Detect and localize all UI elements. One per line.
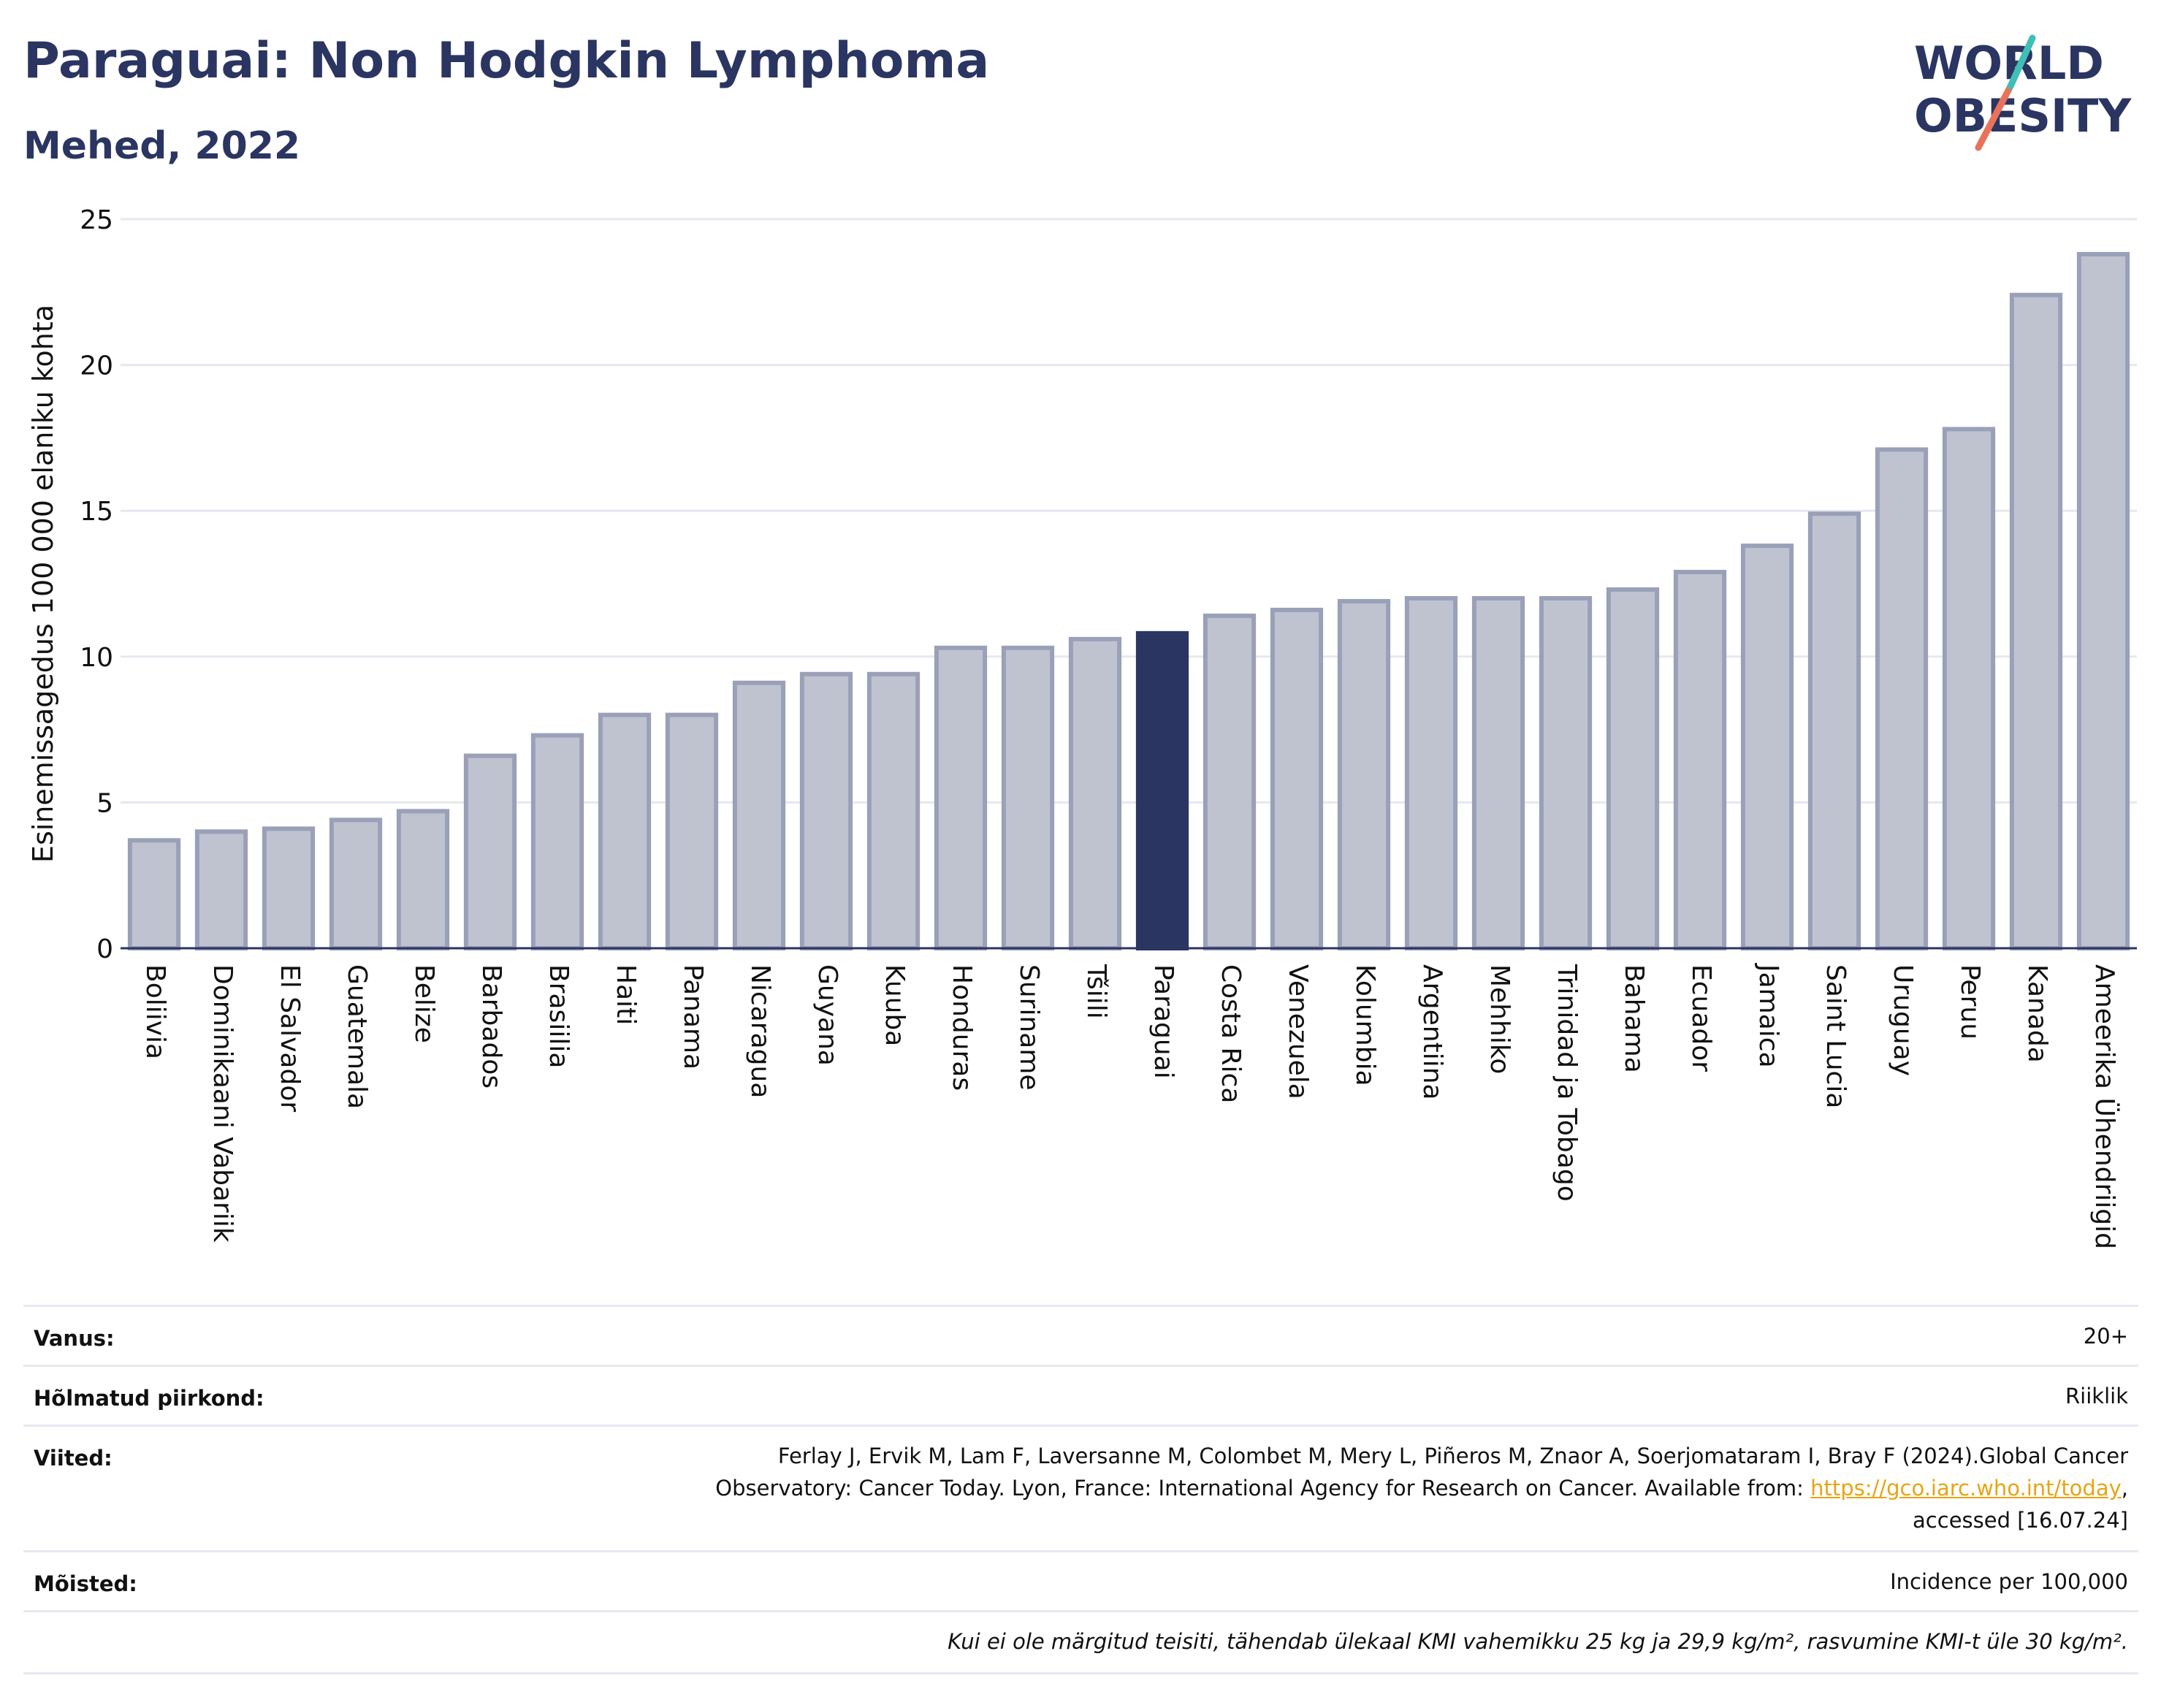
references-line-2: Observatory: Cancer Today. Lyon, France:… (715, 1472, 2128, 1504)
meta-row-references: Viited: Ferlay J, Ervik M, Lam F, Lavers… (23, 1425, 2138, 1552)
meta-row-note: Kui ei ole märgitud teisiti, tähendab ül… (23, 1610, 2138, 1674)
x-tick-label: Barbados (476, 964, 506, 1089)
x-tick-label: Haiti (611, 964, 641, 1025)
x-tick-label: Peruu (1955, 964, 1985, 1040)
x-tick-label: Paraguai (1148, 964, 1178, 1079)
bar-peruu (1942, 427, 1996, 950)
references-line-1: Ferlay J, Ervik M, Lam F, Laversanne M, … (777, 1444, 2128, 1468)
y-tick-label: 15 (80, 497, 113, 527)
logo-text-obesity: OBESITY (1914, 89, 2132, 142)
x-tick-label: Trinidad ja Tobago (1552, 964, 1582, 1202)
y-tick-label: 25 (80, 205, 113, 235)
bar-venezuela (1270, 607, 1324, 950)
bar-ecuador (1673, 570, 1727, 950)
bar-dominikaani-vabariik (194, 829, 248, 950)
bar-kolumbia (1337, 598, 1391, 951)
bar-guatemala (329, 817, 383, 951)
y-tick-label: 20 (80, 351, 113, 381)
y-tick-label: 0 (96, 934, 113, 964)
x-tick-label: Guyana (812, 964, 842, 1066)
x-tick-label: Dominikaani Vabariik (207, 964, 237, 1243)
references-comma: , (2121, 1476, 2128, 1501)
x-tick-label: Kanada (2022, 964, 2052, 1063)
metadata-table: Vanus: 20+ Hõlmatud piirkond: Riiklik Vi… (23, 1305, 2138, 1674)
bar-jamaica (1740, 544, 1794, 950)
bar-argentiina (1404, 595, 1458, 951)
x-tick-label: Brasiilia (544, 964, 573, 1068)
bar-mehhiko (1471, 595, 1525, 951)
x-tick-label: Nicaragua (745, 964, 775, 1098)
bar-chart: 0 5 10 15 20 25 Boliivia Dominikaani Vabariik E… (27, 205, 2137, 1249)
x-tick-label: Ecuador (1686, 964, 1716, 1072)
x-tick-label: Honduras (947, 964, 977, 1091)
references-link[interactable]: https://gco.iarc.who.int/today (1810, 1476, 2122, 1501)
bar-nicaragua (732, 680, 786, 951)
bar-tšiili (1068, 636, 1122, 951)
y-tick-label: 10 (80, 643, 113, 673)
meta-row-definitions: Mõisted: Incidence per 100,000 (23, 1550, 2138, 1612)
x-tick-label: Argentiina (1417, 964, 1447, 1100)
references-text: Observatory: Cancer Today. Lyon, France:… (715, 1476, 1811, 1501)
bar-guyana (799, 671, 853, 950)
bars (127, 251, 2130, 951)
region-value: Riiklik (2065, 1384, 2128, 1408)
definitions-label: Mõisted: (34, 1571, 137, 1596)
x-tick-label: Guatemala (342, 964, 372, 1109)
bmi-note: Kui ei ole märgitud teisiti, tähendab ül… (948, 1629, 2128, 1654)
x-tick-label: Mehhiko (1485, 964, 1514, 1074)
definitions-value: Incidence per 100,000 (1890, 1569, 2128, 1594)
x-tick-label: Venezuela (1283, 964, 1313, 1099)
bar-uruguay (1875, 447, 1929, 950)
age-label: Vanus: (34, 1326, 115, 1351)
references-line-3: accessed [16.07.24] (1913, 1508, 2128, 1533)
y-tick-label: 5 (96, 788, 113, 818)
chart-title: Paraguai: Non Hodgkin Lymphoma (23, 32, 990, 90)
references-label: Viited: (34, 1446, 113, 1471)
bar-bahama (1606, 587, 1660, 950)
age-value: 20+ (2083, 1324, 2128, 1349)
x-tick-label: El Salvador (275, 964, 305, 1112)
x-tick-label: Panama (678, 964, 708, 1070)
bar-paraguai (1135, 630, 1189, 950)
x-tick-label: Costa Rica (1216, 964, 1246, 1103)
world-obesity-logo: WORLD OBESITY (1899, 29, 2148, 153)
x-tick-label: Bahama (1619, 964, 1649, 1073)
bar-kanada (2009, 292, 2063, 950)
x-tick-label: Saint Lucia (1821, 964, 1851, 1108)
bar-kuuba (866, 671, 921, 950)
bar-panama (665, 712, 719, 950)
bar-suriname (1001, 645, 1055, 950)
bar-brasiilia (530, 733, 584, 950)
bar-honduras (934, 645, 988, 950)
x-tick-label: Ameerika Ühendriigid (2089, 964, 2120, 1249)
bar-ameerika-ühendriigid (2076, 251, 2130, 950)
chart-subtitle: Mehed, 2022 (23, 124, 301, 168)
references-value: Ferlay J, Ervik M, Lam F, Laversanne M, … (715, 1440, 2128, 1536)
bar-saint-lucia (1807, 511, 1861, 950)
meta-row-age: Vanus: 20+ (23, 1305, 2138, 1367)
meta-row-region: Hõlmatud piirkond: Riiklik (23, 1365, 2138, 1427)
x-tick-label: Kuuba (880, 964, 910, 1046)
x-tick-label: Jamaica (1753, 963, 1783, 1068)
bar-el-salvador (262, 826, 316, 950)
bar-boliivia (127, 838, 181, 951)
bar-costa-rica (1203, 613, 1257, 950)
bar-haiti (598, 712, 652, 950)
x-tick-label: Kolumbia (1350, 964, 1380, 1086)
x-tick-label: Belize (409, 964, 439, 1043)
x-axis-labels: Boliivia Dominikaani Vabariik El Salvador G… (140, 963, 2120, 1249)
bar-trinidad-ja-tobago (1539, 595, 1593, 951)
y-axis-ticks: 0 5 10 15 20 25 (80, 205, 113, 964)
y-axis-label: Esinemissagedus 100 000 elaniku kohta (27, 305, 59, 863)
bar-barbados (463, 753, 517, 950)
region-label: Hõlmatud piirkond: (34, 1386, 264, 1411)
x-tick-label: Boliivia (140, 964, 170, 1059)
x-tick-label: Uruguay (1888, 964, 1918, 1076)
x-tick-label: Tšiili (1081, 964, 1111, 1019)
logo-text-world: WORLD (1914, 37, 2104, 90)
x-tick-label: Suriname (1014, 964, 1044, 1091)
bar-belize (396, 809, 450, 950)
